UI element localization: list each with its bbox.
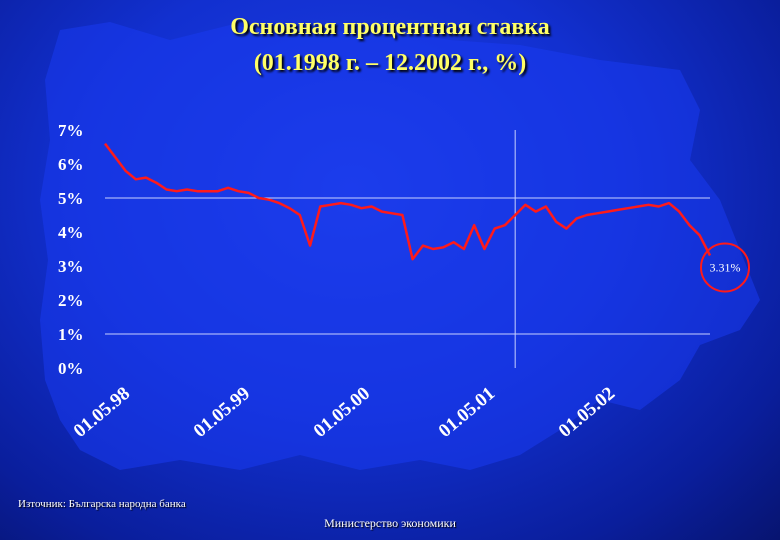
y-tick-label: 6% (58, 155, 84, 174)
y-tick-label: 5% (58, 189, 84, 208)
x-tick-label: 01.05.99 (190, 383, 254, 442)
grid-lines (105, 130, 710, 368)
y-tick-label: 0% (58, 359, 84, 378)
y-axis-ticks: 7% 6% 5% 4% 3% 2% 1% 0% (58, 121, 84, 378)
series-line (104, 142, 712, 261)
y-tick-label: 4% (58, 223, 84, 242)
x-tick-label: 01.05.00 (310, 383, 374, 442)
y-tick-label: 7% (58, 121, 84, 140)
chart-title-line1: Основная процентная ставка (230, 14, 550, 40)
y-tick-label: 3% (58, 257, 84, 276)
x-tick-label: 01.05.02 (555, 383, 619, 442)
x-tick-label: 01.05.98 (70, 383, 134, 442)
source-note: Източник: Българска народна банка (18, 498, 186, 510)
end-value-label: 3.31% (710, 260, 741, 274)
x-tick-label: 01.05.01 (435, 383, 499, 442)
x-axis-ticks: 01.05.98 01.05.99 01.05.00 01.05.01 01.05.02 (70, 383, 619, 442)
y-tick-label: 1% (58, 325, 84, 344)
end-value-circle (700, 242, 750, 293)
chart-title-line2: (01.1998 г. – 12.2002 г., %) (253, 50, 527, 76)
y-tick-label: 2% (58, 291, 84, 310)
ministry-label: Министерство экономики (324, 516, 456, 530)
